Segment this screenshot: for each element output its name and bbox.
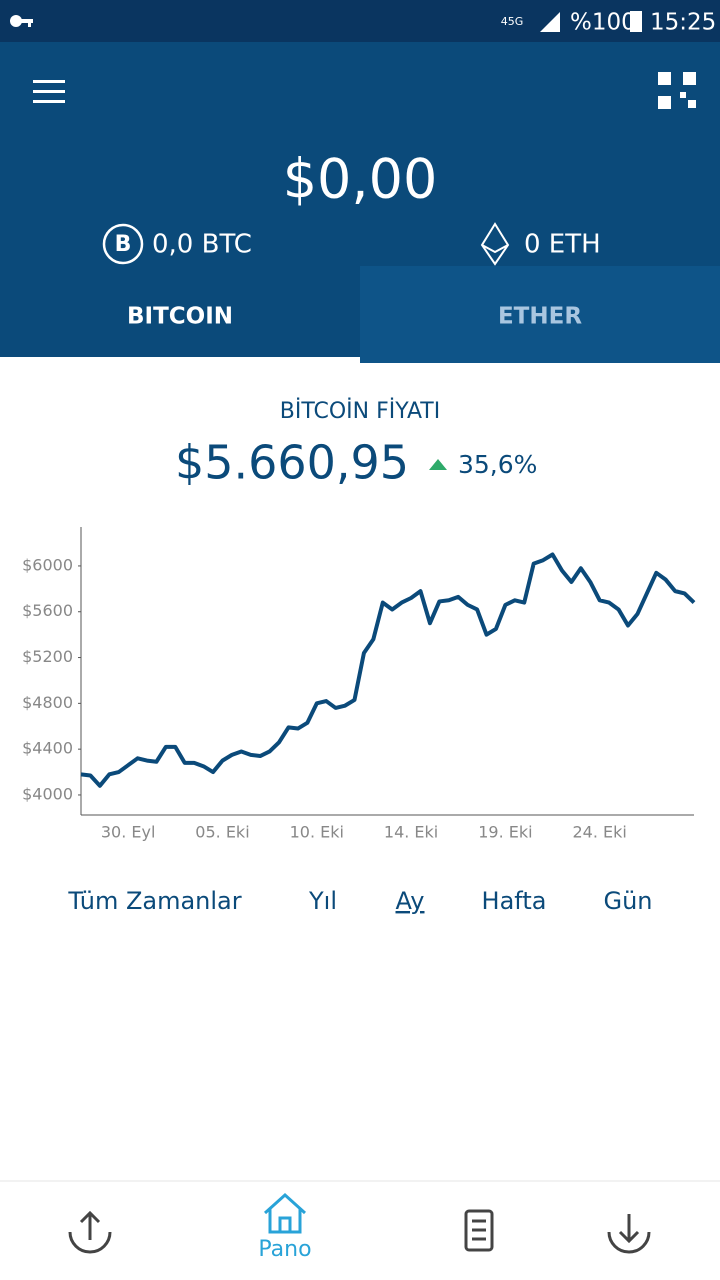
- period-selector: Tüm Zamanlar Yıl Ay Hafta Gün: [67, 887, 652, 915]
- btc-symbol: B: [115, 232, 132, 257]
- btc-icon: [102, 223, 144, 265]
- y-tick-label: $5200: [22, 647, 73, 666]
- x-tick-label: 24. Eki: [573, 823, 627, 842]
- tab-ether[interactable]: ETHER: [498, 304, 582, 330]
- y-tick-label: $4800: [22, 693, 73, 712]
- menu-button[interactable]: [33, 80, 65, 103]
- time: 15:25: [650, 10, 716, 36]
- tab-bitcoin[interactable]: BITCOIN: [127, 304, 233, 330]
- history-button[interactable]: [464, 1209, 494, 1252]
- y-tick-label: $5600: [22, 601, 73, 620]
- y-tick-label: $4000: [22, 784, 73, 803]
- x-tick-label: 10. Eki: [290, 823, 344, 842]
- period-option[interactable]: Yıl: [308, 887, 337, 915]
- x-tick-label: 19. Eki: [478, 823, 532, 842]
- key-icon: [10, 15, 33, 27]
- period-option[interactable]: Ay: [396, 887, 425, 915]
- btc-balance: 0,0 BTC: [152, 230, 252, 260]
- x-tick-label: 30. Eyl: [101, 823, 156, 842]
- up-arrow: [429, 459, 447, 470]
- price-value: $5.660,95: [175, 436, 409, 490]
- qr-button[interactable]: [658, 72, 696, 109]
- eth-icon: [480, 222, 510, 266]
- battery-icon: [630, 11, 642, 32]
- period-option[interactable]: Hafta: [482, 887, 547, 915]
- receive-button[interactable]: [607, 1214, 651, 1254]
- y-tick-label: $6000: [22, 555, 73, 574]
- network: 45G: [501, 15, 524, 28]
- home-button[interactable]: [263, 1192, 307, 1234]
- period-option[interactable]: Tüm Zamanlar: [67, 887, 241, 915]
- signal-icon: [540, 12, 560, 32]
- home-label[interactable]: Pano: [258, 1237, 311, 1262]
- status-bar: [0, 0, 720, 42]
- chart: $4000 $4400 $4800 $5200 $5600 $6000 30. Eyl 05.…: [22, 527, 696, 842]
- eth-balance: 0 ETH: [524, 230, 601, 260]
- balance: $0,00: [283, 148, 438, 211]
- price-title: BİTCOİN FİYATI: [280, 398, 441, 424]
- x-tick-label: 05. Eki: [195, 823, 249, 842]
- price-change: 35,6%: [458, 450, 537, 479]
- y-tick-label: $4400: [22, 739, 73, 758]
- tab-ether-bg: [360, 266, 720, 363]
- period-option[interactable]: Gün: [603, 887, 652, 915]
- send-button[interactable]: [68, 1210, 112, 1254]
- price-line: [80, 552, 696, 788]
- x-tick-label: 14. Eki: [384, 823, 438, 842]
- battery: %100: [570, 10, 636, 36]
